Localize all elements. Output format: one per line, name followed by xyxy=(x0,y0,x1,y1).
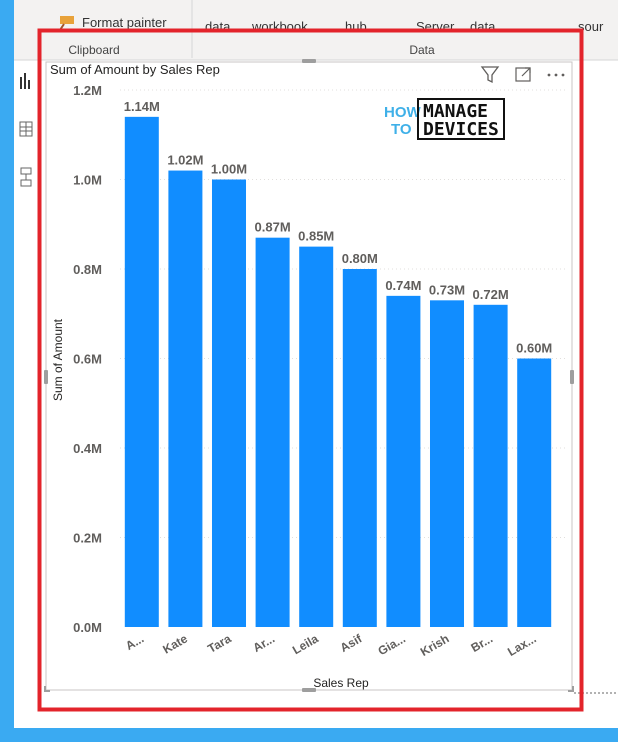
resize-handle-bottom-left[interactable] xyxy=(44,686,50,692)
data-label: 0.74M xyxy=(385,278,421,293)
bar-9[interactable] xyxy=(517,358,552,628)
y-tick-label: 1.2M xyxy=(73,83,102,98)
svg-text:TO: TO xyxy=(391,121,412,138)
data-label: 0.60M xyxy=(516,341,552,356)
resize-handle-left[interactable] xyxy=(44,370,48,384)
ribbon-group-clipboard: Clipboard xyxy=(68,43,119,57)
y-tick-label: 0.8M xyxy=(73,262,102,277)
data-label: 0.80M xyxy=(342,251,378,266)
svg-text:MANAGE: MANAGE xyxy=(423,101,488,122)
more-options-icon[interactable] xyxy=(547,73,565,77)
y-tick-label: 0.0M xyxy=(73,620,102,635)
y-axis-title: Sum of Amount xyxy=(51,318,65,401)
data-label: 0.72M xyxy=(473,287,509,302)
highlight-frame xyxy=(37,28,584,712)
bar-5[interactable] xyxy=(342,269,377,627)
svg-text:DEVICES: DEVICES xyxy=(423,119,499,140)
resize-handle-top[interactable] xyxy=(302,59,316,63)
model-view-icon[interactable] xyxy=(20,167,32,187)
bar-6[interactable] xyxy=(386,295,421,627)
focus-mode-icon[interactable] xyxy=(515,67,531,82)
report-view-icon[interactable] xyxy=(20,73,30,89)
data-label: 0.87M xyxy=(255,220,291,235)
bar-3[interactable] xyxy=(255,237,290,628)
chart-title: Sum of Amount by Sales Rep xyxy=(50,62,220,77)
data-label: 1.02M xyxy=(167,153,203,168)
data-label: 1.14M xyxy=(124,99,160,114)
data-labels: 1.14M 1.02M 1.00M 0.87M 0.85M 0.80M 0.74M 0.73M… xyxy=(124,99,553,356)
y-tick-label: 0.4M xyxy=(73,441,102,456)
bars xyxy=(124,116,552,628)
resize-handle-bottom[interactable] xyxy=(302,688,316,692)
bar-0[interactable] xyxy=(124,116,159,627)
ribbon-item-source[interactable]: sour xyxy=(578,19,604,34)
bar-7[interactable] xyxy=(429,300,465,627)
bar-4[interactable] xyxy=(299,246,334,627)
table-view-icon[interactable] xyxy=(19,121,33,137)
data-label: 1.00M xyxy=(211,162,247,177)
y-tick-label: 0.2M xyxy=(73,531,102,546)
bar-1[interactable] xyxy=(168,170,203,628)
x-axis-title: Sales Rep xyxy=(313,676,369,690)
svg-text:HOW: HOW xyxy=(384,104,422,121)
filter-icon[interactable] xyxy=(480,66,500,84)
bar-8[interactable] xyxy=(473,304,508,627)
y-axis-ticks: 0.0M 0.2M 0.4M 0.6M 0.8M 1.0M 1.2M xyxy=(73,83,102,635)
ribbon-group-data: Data xyxy=(409,43,435,57)
resize-handle-bottom-right[interactable] xyxy=(568,686,574,692)
y-tick-label: 0.6M xyxy=(73,352,102,367)
format-painter-button[interactable]: Format painter xyxy=(82,15,167,30)
bar-2[interactable] xyxy=(211,179,247,628)
how-to-manage-devices-logo: HOW TO MANAGE DEVICES xyxy=(384,98,505,140)
y-tick-label: 1.0M xyxy=(73,173,102,188)
data-label: 0.85M xyxy=(298,229,334,244)
data-label: 0.73M xyxy=(429,282,465,297)
resize-handle-right[interactable] xyxy=(570,370,574,384)
